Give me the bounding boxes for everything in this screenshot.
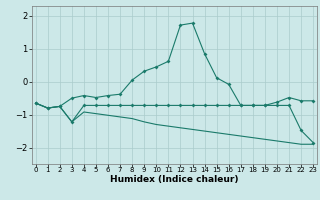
X-axis label: Humidex (Indice chaleur): Humidex (Indice chaleur) xyxy=(110,175,239,184)
